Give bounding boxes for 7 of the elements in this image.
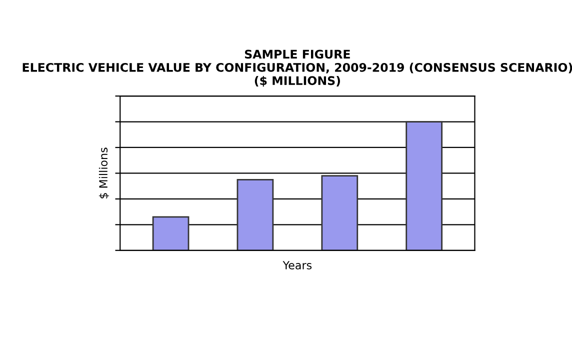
chart-title: SAMPLE FIGURE ELECTRIC VEHICLE VALUE BY CONFIGURATION, 2009-2019 (CONSENSUS SCENARIO) ($ MILLIONS) (22, 50, 572, 87)
bar (321, 175, 358, 250)
x-axis-title: Years (282, 261, 312, 270)
bar (152, 216, 190, 250)
y-axis-title: $ Millions (98, 148, 110, 198)
bar (236, 178, 274, 250)
bar (406, 121, 443, 250)
